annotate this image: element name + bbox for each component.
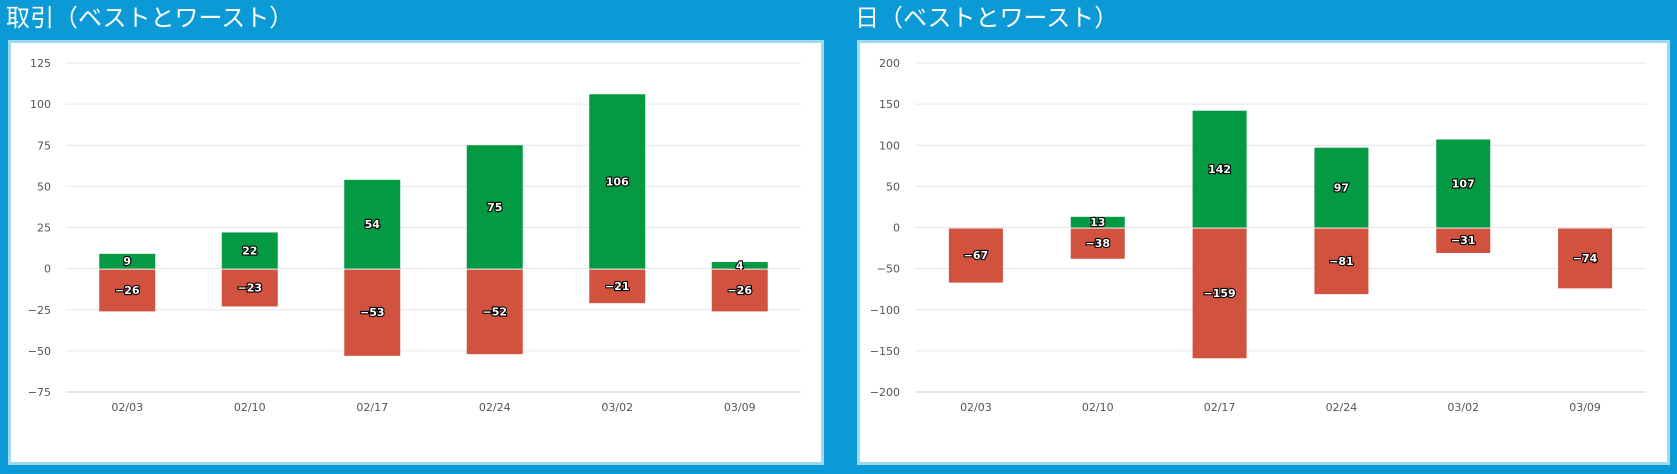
worst-bar <box>948 228 1003 283</box>
y-tick-label: 100 <box>30 98 51 111</box>
bar-data-label: 4 <box>736 259 744 272</box>
bar-data-label: −23 <box>237 282 262 295</box>
y-tick-label: 125 <box>30 57 51 70</box>
panel-title-trades: 取引（ベストとワースト） <box>6 4 294 32</box>
worst-bar <box>99 269 156 312</box>
bar-data-label: 107 <box>1452 177 1475 190</box>
best-bar <box>589 94 646 269</box>
best-bar <box>344 179 401 269</box>
chart-card-trades: 125 100 75 50 25 0 −25 −50 −75 02/03 9 −26 02/10 22 −2… <box>8 40 824 465</box>
bar-data-label: −53 <box>360 306 385 319</box>
best-bar <box>711 262 768 269</box>
y-tick-label: 0 <box>44 263 51 276</box>
best-bar <box>1192 110 1247 228</box>
y-tick-label: −25 <box>28 304 51 317</box>
x-tick-label: 02/03 <box>111 401 143 414</box>
bar-data-label: −38 <box>1085 237 1110 250</box>
y-tick-label: −200 <box>870 386 900 399</box>
bar-data-label: −26 <box>727 284 752 297</box>
best-bar <box>466 145 523 269</box>
worst-bar <box>711 269 768 312</box>
y-tick-label: 50 <box>37 180 51 193</box>
y-tick-label: 25 <box>37 222 51 235</box>
bar-data-label: 97 <box>1334 182 1349 195</box>
bar-chart-trades: 125 100 75 50 25 0 −25 −50 −75 02/03 9 −26 02/10 22 −2… <box>28 57 801 414</box>
bar-data-label: 22 <box>242 245 257 258</box>
worst-bar <box>1070 228 1125 259</box>
bar-chart-days: 200 150 100 50 0 −50 −100 −150 −200 02/03 −67 02/10… <box>870 57 1646 414</box>
worst-bar <box>589 269 646 304</box>
y-tick-label: 75 <box>37 139 51 152</box>
x-tick-label: 03/02 <box>601 401 633 414</box>
y-tick-label: −50 <box>877 263 900 276</box>
worst-bar <box>221 269 278 307</box>
best-bar <box>1436 139 1491 228</box>
best-bar <box>1314 147 1369 228</box>
x-tick-label: 03/09 <box>1569 401 1601 414</box>
bar-data-label: 9 <box>123 255 131 268</box>
bar-data-label: −67 <box>964 249 989 262</box>
y-tick-label: 200 <box>879 57 900 70</box>
worst-bar <box>1192 228 1247 359</box>
y-tick-label: 150 <box>879 98 900 111</box>
worst-bar <box>1558 228 1613 289</box>
y-tick-label: 0 <box>893 222 900 235</box>
x-tick-label: 02/17 <box>356 401 388 414</box>
best-bar <box>99 253 156 269</box>
bar-data-label: 106 <box>606 175 629 188</box>
y-tick-label: −50 <box>28 345 51 358</box>
x-tick-label: 02/24 <box>479 401 511 414</box>
x-tick-label: 02/10 <box>1082 401 1114 414</box>
y-tick-label: 50 <box>886 180 900 193</box>
bar-data-label: −52 <box>482 305 507 318</box>
chart-card-days: 200 150 100 50 0 −50 −100 −150 −200 02/03 −67 02/10… <box>857 40 1670 465</box>
bar-data-label: 13 <box>1090 216 1105 229</box>
bar-data-label: 142 <box>1208 163 1231 176</box>
y-tick-label: −100 <box>870 304 900 317</box>
bar-data-label: −159 <box>1203 287 1235 300</box>
x-tick-label: 02/24 <box>1326 401 1358 414</box>
best-bar <box>1070 216 1125 228</box>
bar-data-label: −26 <box>115 284 140 297</box>
worst-bar <box>1314 228 1369 295</box>
x-tick-label: 03/09 <box>724 401 756 414</box>
bar-data-label: 54 <box>365 218 381 231</box>
bar-data-label: −31 <box>1451 234 1476 247</box>
x-tick-label: 02/17 <box>1204 401 1236 414</box>
x-tick-label: 02/03 <box>960 401 992 414</box>
bar-data-label: −81 <box>1329 255 1354 268</box>
best-bar <box>221 232 278 269</box>
worst-bar <box>466 269 523 355</box>
x-tick-label: 02/10 <box>234 401 266 414</box>
x-tick-label: 03/02 <box>1447 401 1479 414</box>
bar-data-label: −74 <box>1573 252 1598 265</box>
worst-bar <box>344 269 401 356</box>
bar-data-label: −21 <box>605 280 630 293</box>
bar-data-label: 75 <box>487 201 502 214</box>
panel-title-days: 日（ベストとワースト） <box>855 4 1119 32</box>
worst-bar <box>1436 228 1491 253</box>
y-tick-label: 100 <box>879 139 900 152</box>
y-tick-label: −75 <box>28 386 51 399</box>
y-tick-label: −150 <box>870 345 900 358</box>
